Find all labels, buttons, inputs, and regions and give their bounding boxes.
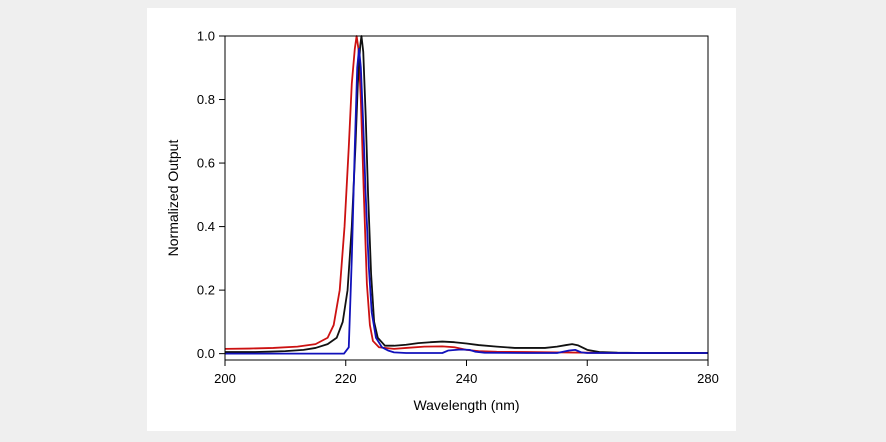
y-tick-label: 0.6 <box>197 156 215 171</box>
chart-card: 200 220 240 260 280 0.0 0.2 0.4 0.6 0.8 1.0 Wavele… <box>147 8 736 431</box>
series-line-1 <box>224 35 708 354</box>
series-layer <box>224 35 708 355</box>
y-tick-label: 0.4 <box>197 219 215 234</box>
x-tick-label: 260 <box>576 371 598 386</box>
x-tick-label: 280 <box>697 371 719 386</box>
series-line-3 <box>225 47 708 355</box>
ticks-layer: 200 220 240 260 280 0.0 0.2 0.4 0.6 0.8 1.0 <box>197 29 719 387</box>
y-tick-label: 1.0 <box>197 29 215 44</box>
x-tick-label: 220 <box>335 371 357 386</box>
y-tick-label: 0.8 <box>197 92 215 107</box>
x-axis-title: Wavelength (nm) <box>413 397 519 413</box>
y-tick-label: 0.0 <box>197 346 215 361</box>
spectrum-chart: 200 220 240 260 280 0.0 0.2 0.4 0.6 0.8 1.0 Wavele… <box>165 29 719 414</box>
y-tick-label: 0.2 <box>197 283 215 298</box>
plot-frame <box>224 35 709 361</box>
series-line-2 <box>225 35 708 354</box>
x-tick-label: 240 <box>456 371 478 386</box>
x-tick-label: 200 <box>214 371 236 386</box>
y-axis-title: Normalized Output <box>165 140 181 257</box>
